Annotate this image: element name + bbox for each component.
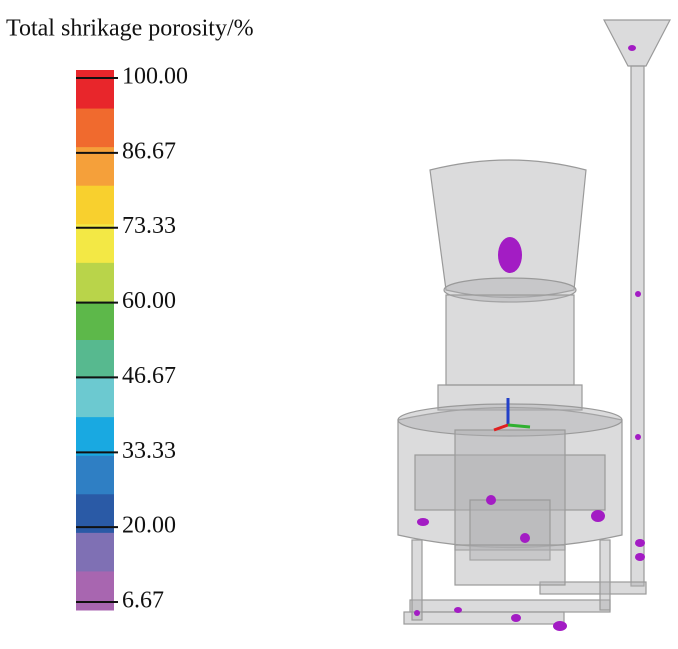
colorbar [76,70,114,611]
legend-title: Total shrikage porosity/% [6,16,254,42]
color-segment [76,417,114,457]
color-segment [76,262,114,302]
color-segment [76,185,114,225]
tick-label: 6.67 [122,588,164,614]
color-segment [76,108,114,148]
color-segment [76,378,114,418]
tick-label: 33.33 [122,438,176,464]
tick-label: 73.33 [122,213,176,239]
color-segment [76,70,114,110]
tick-label: 20.00 [122,513,176,539]
colorbar-ticks: 100.00 86.67 73.33 60.00 46.67 33.33 20.00 6.67 [76,64,188,614]
color-segment [76,455,114,495]
tick-label: 100.00 [122,64,188,90]
tick-label: 60.00 [122,288,176,314]
color-segment [76,224,114,264]
color-segment [76,571,114,611]
color-segment [76,532,114,572]
tick-label: 46.67 [122,363,176,389]
color-segment [76,340,114,380]
tick-label: 86.67 [122,138,176,164]
casting-model [397,19,671,631]
color-segment [76,301,114,341]
